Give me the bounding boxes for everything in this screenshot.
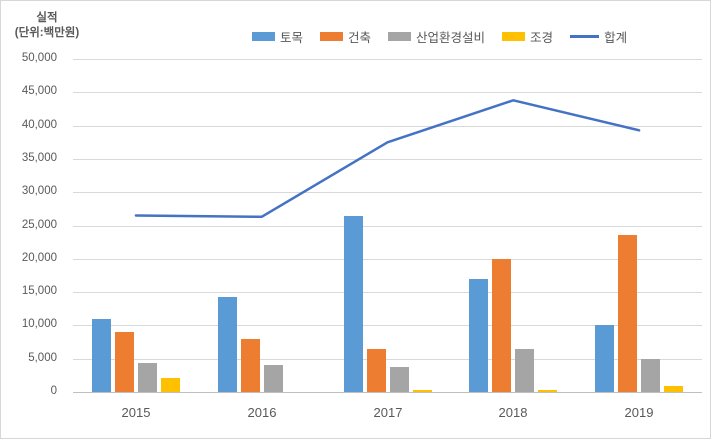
gridline	[73, 92, 702, 93]
gridline	[73, 192, 702, 193]
legend-item-3: 조경	[502, 27, 553, 46]
x-axis-label-2019: 2019	[624, 405, 654, 420]
y-tick-label: 35,000	[21, 152, 57, 164]
gridline	[73, 292, 702, 293]
bar-2015-series0	[92, 319, 111, 392]
y-tick-label: 20,000	[21, 252, 57, 264]
bar-2016-series0	[218, 297, 237, 392]
legend-bar-swatch	[320, 31, 344, 41]
legend-item-4: 합계	[570, 27, 627, 46]
legend-label-0: 토목	[280, 30, 304, 45]
legend-bar-swatch	[388, 31, 412, 41]
x-axis-label-2015: 2015	[121, 405, 151, 420]
bar-2018-series2	[515, 349, 534, 392]
legend-bar-swatch	[502, 31, 526, 41]
legend-line-swatch	[570, 34, 600, 38]
y-tick-label: 50,000	[21, 52, 57, 64]
gridline	[73, 59, 702, 60]
gridline	[73, 259, 702, 260]
bar-2019-series2	[641, 359, 660, 392]
gridline	[73, 126, 702, 127]
y-axis-title-line2: (단위:백만원)	[14, 27, 80, 39]
legend-label-3: 조경	[530, 30, 554, 45]
legend-item-2: 산업환경설비	[388, 27, 485, 46]
x-axis-label-2018: 2018	[498, 405, 528, 420]
y-tick-label: 15,000	[21, 285, 57, 297]
bar-2019-series0	[595, 325, 614, 392]
bar-2018-series1	[492, 259, 511, 392]
bar-2017-series3	[413, 390, 432, 392]
legend-bar-swatch	[252, 31, 275, 41]
bar-2015-series1	[115, 332, 134, 392]
bar-2018-series3	[538, 390, 557, 392]
gridline	[73, 359, 702, 360]
legend-label-4: 합계	[604, 30, 628, 45]
bar-2017-series2	[390, 367, 409, 392]
gridline	[73, 226, 702, 227]
bar-2015-series2	[138, 363, 157, 392]
bar-2019-series1	[618, 235, 637, 392]
y-tick-label: 40,000	[21, 119, 57, 131]
bar-2019-series3	[664, 386, 683, 392]
y-tick-label: 5,000	[28, 352, 57, 364]
bar-2015-series3	[161, 378, 180, 392]
y-tick-label: 10,000	[21, 318, 57, 330]
legend-item-1: 건축	[320, 27, 371, 46]
legend-label-2: 산업환경설비	[416, 30, 486, 45]
legend-item-0: 토목	[252, 27, 303, 46]
bar-2016-series1	[241, 339, 260, 392]
gridline	[73, 325, 702, 326]
y-tick-label: 30,000	[21, 185, 57, 197]
y-axis-title: 실적 (단위:백만원)	[11, 11, 83, 41]
gridline	[73, 159, 702, 160]
x-axis-label-2016: 2016	[247, 405, 277, 420]
legend: 토목 건축 산업환경설비 조경 합계	[252, 27, 627, 46]
y-tick-label: 0	[50, 385, 57, 397]
y-tick-label: 25,000	[21, 219, 57, 231]
bar-2017-series1	[367, 349, 386, 392]
y-axis-title-line1: 실적	[36, 12, 58, 24]
y-tick-label: 45,000	[21, 85, 57, 97]
bar-2017-series0	[344, 216, 363, 392]
bar-2016-series2	[264, 365, 283, 392]
x-axis-label-2017: 2017	[373, 405, 403, 420]
bar-2018-series0	[469, 279, 488, 392]
legend-label-1: 건축	[348, 30, 372, 45]
x-axis-line	[73, 392, 702, 393]
